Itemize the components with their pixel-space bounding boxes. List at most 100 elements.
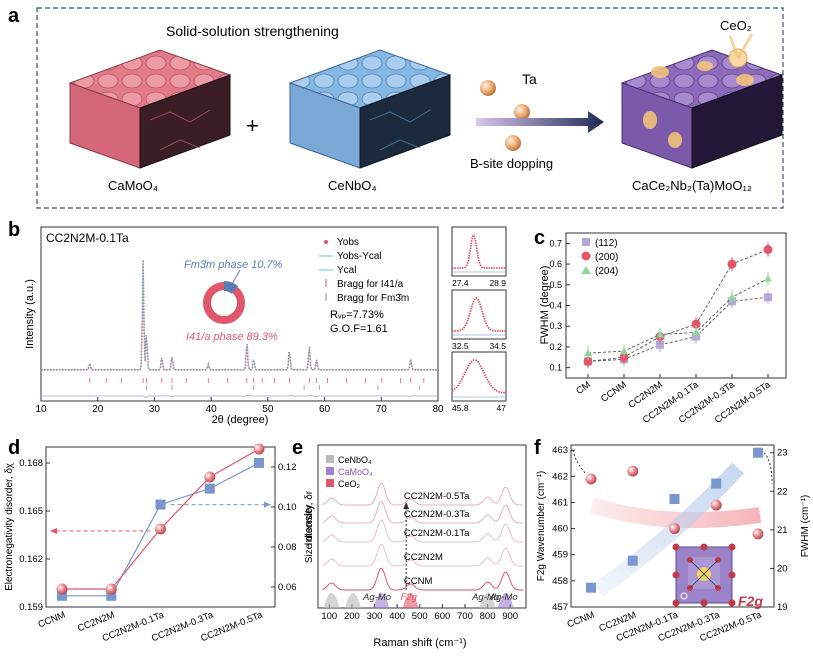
f2g-left-tick-label: 459 bbox=[552, 550, 568, 561]
xrd-insets: 27.4 28.9 32.5 34.5 45.8 47 bbox=[451, 226, 507, 413]
f2g-right-tick-label: 21 bbox=[777, 525, 788, 536]
fwhm-point-112 bbox=[656, 340, 664, 349]
fwhm-y-tick-label: 0.2 bbox=[549, 342, 562, 352]
fwhm-point-204 bbox=[584, 349, 592, 357]
rwp-value: Rᵥₚ=7.73% bbox=[330, 309, 384, 321]
disorder-guide-red-head bbox=[50, 528, 57, 534]
panel-f-label: f bbox=[534, 437, 541, 459]
raman-x-tick-label: 100 bbox=[321, 611, 337, 622]
xrd-x-tick-label: 50 bbox=[262, 404, 274, 415]
panel-b-label: b bbox=[8, 219, 20, 241]
raman-reference-band bbox=[497, 593, 514, 608]
f2g-wavenumber-point bbox=[585, 473, 597, 485]
camoo4-label: CaMoO₄ bbox=[108, 178, 158, 193]
xrd-inset-tick-right: 34.5 bbox=[489, 341, 506, 351]
electronegativity-point bbox=[155, 499, 166, 510]
fwhm-series-line bbox=[587, 249, 769, 362]
electronegativity-point bbox=[204, 483, 215, 494]
raman-sample-label: CC2N2M-0.5Ta bbox=[404, 491, 470, 502]
legend-ycal: Ycal bbox=[337, 265, 356, 276]
raman-spectrum bbox=[322, 500, 524, 524]
electronegativity-point bbox=[57, 590, 67, 601]
xrd-inset-tick-left: 45.8 bbox=[452, 403, 469, 413]
electronegativity-point bbox=[106, 590, 117, 601]
size-disorder-point bbox=[253, 443, 265, 455]
f2g-right-tick-label: 20 bbox=[777, 563, 788, 574]
fwhm-point-204 bbox=[764, 274, 772, 282]
f2g-wavenumber-point bbox=[710, 499, 722, 511]
fwhm-point-204 bbox=[620, 347, 628, 355]
f2g-wavenumber-point bbox=[627, 465, 639, 477]
raman-x-tick-label: 800 bbox=[480, 611, 496, 622]
panel-b: b CC2N2M-0.1Ta 10 20 30 40 50 60 70 80 2θ (degr… bbox=[8, 219, 507, 426]
raman-shift-arrow-head bbox=[403, 502, 410, 509]
raman-legend: CeNbO₄ CaMoO₄ CeO₂ bbox=[326, 455, 373, 489]
raman-x-label: Raman shift (cm⁻¹) bbox=[373, 637, 466, 649]
disorder-left-tick-label: 0.159 bbox=[19, 602, 43, 613]
disorder-right-tick-label: 0.12 bbox=[278, 462, 297, 473]
panel-a: a Solid-solution strengthening + CaMoO₄ … bbox=[8, 5, 784, 209]
legend-cenbo4: CeNbO₄ bbox=[338, 455, 372, 465]
fwhm-point-200 bbox=[583, 356, 593, 366]
f2g-left-y-label: F2g Wavenumber (cm⁻¹) bbox=[536, 471, 547, 581]
raman-x-tick-label: 200 bbox=[344, 611, 360, 622]
fwhm-y-tick-label: 0.7 bbox=[549, 238, 562, 248]
cenbo4-label: CeNbO₄ bbox=[328, 178, 377, 193]
raman-spectrum bbox=[322, 482, 524, 506]
xrd-ycal-line bbox=[41, 259, 438, 371]
xrd-x-tick-label: 10 bbox=[35, 404, 47, 415]
product-block bbox=[620, 33, 784, 169]
f2g-left-tick-label: 463 bbox=[552, 445, 568, 456]
fwhm-point-204 bbox=[728, 293, 736, 301]
raman-mode-label: F2g bbox=[401, 592, 418, 603]
xrd-inset-2: 32.5 34.5 bbox=[451, 289, 507, 351]
f2g-fwhm-point bbox=[669, 494, 680, 504]
legend-ceo2-marker bbox=[326, 479, 334, 487]
wavenumber-trend-arrow bbox=[589, 497, 762, 529]
f2g-right-y-label: FWHM (cm⁻¹) bbox=[800, 495, 811, 557]
disorder-plot-frame bbox=[45, 446, 276, 608]
xrd-x-tick-label: 20 bbox=[92, 404, 104, 415]
plus-sign: + bbox=[246, 113, 259, 138]
xrd-inset-yobs bbox=[452, 297, 506, 332]
panel-a-label: a bbox=[8, 5, 20, 27]
raman-x-tick-label: 900 bbox=[502, 611, 518, 622]
xrd-inset-tick-right: 47 bbox=[497, 403, 507, 413]
legend-camoo4-marker bbox=[326, 467, 334, 475]
raman-x-tick-label: 600 bbox=[434, 611, 450, 622]
xrd-sample-title: CC2N2M-0.1Ta bbox=[46, 231, 129, 245]
fwhm-y-tick-label: 0.1 bbox=[549, 363, 562, 373]
f2g-fwhm-point bbox=[753, 447, 763, 458]
fwhm-point-204 bbox=[656, 330, 664, 338]
legend-bragg1: Bragg for I41/a bbox=[337, 279, 404, 290]
legend-204-marker bbox=[581, 266, 591, 274]
xrd-inset-yobs bbox=[452, 233, 506, 269]
f2g-left-tick-label: 458 bbox=[552, 576, 568, 587]
electronegativity-point bbox=[254, 458, 264, 468]
fwhm-y-label: FWHM (degree) bbox=[539, 266, 551, 345]
f2g-wavenumber-point bbox=[669, 523, 680, 535]
xrd-x-tick-label: 30 bbox=[149, 404, 161, 415]
fwhm-x-tick-label: CCNM bbox=[599, 379, 629, 404]
raman-mode-label: Ag-Mo bbox=[362, 592, 391, 603]
disorder-left-tick-label: 0.168 bbox=[19, 458, 43, 469]
fwhm-series-line bbox=[587, 278, 769, 354]
xrd-x-tick-label: 60 bbox=[319, 404, 331, 415]
fwhm-point-204 bbox=[692, 328, 700, 336]
f2g-right-pointer bbox=[763, 452, 773, 484]
f2g-fwhm-point bbox=[711, 478, 722, 489]
xrd-inset-frame bbox=[451, 351, 507, 402]
raman-x-tick-label: 700 bbox=[457, 611, 473, 622]
ta-label: Ta bbox=[522, 71, 537, 87]
raman-reference-band bbox=[479, 593, 496, 608]
raman-sample-label: CCNM bbox=[404, 576, 433, 587]
raman-x-tick-label: 300 bbox=[367, 611, 383, 622]
f2g-left-pointer bbox=[572, 450, 586, 474]
f2g-fwhm-point bbox=[586, 582, 596, 593]
size-disorder-point bbox=[155, 523, 166, 535]
f2g-left-tick-label: 457 bbox=[552, 602, 568, 613]
f2g-fwhm-point bbox=[627, 555, 638, 566]
phase-fm3m-label: Fm3̄m phase 10.7% bbox=[184, 259, 283, 271]
legend-200: (200) bbox=[595, 252, 618, 263]
